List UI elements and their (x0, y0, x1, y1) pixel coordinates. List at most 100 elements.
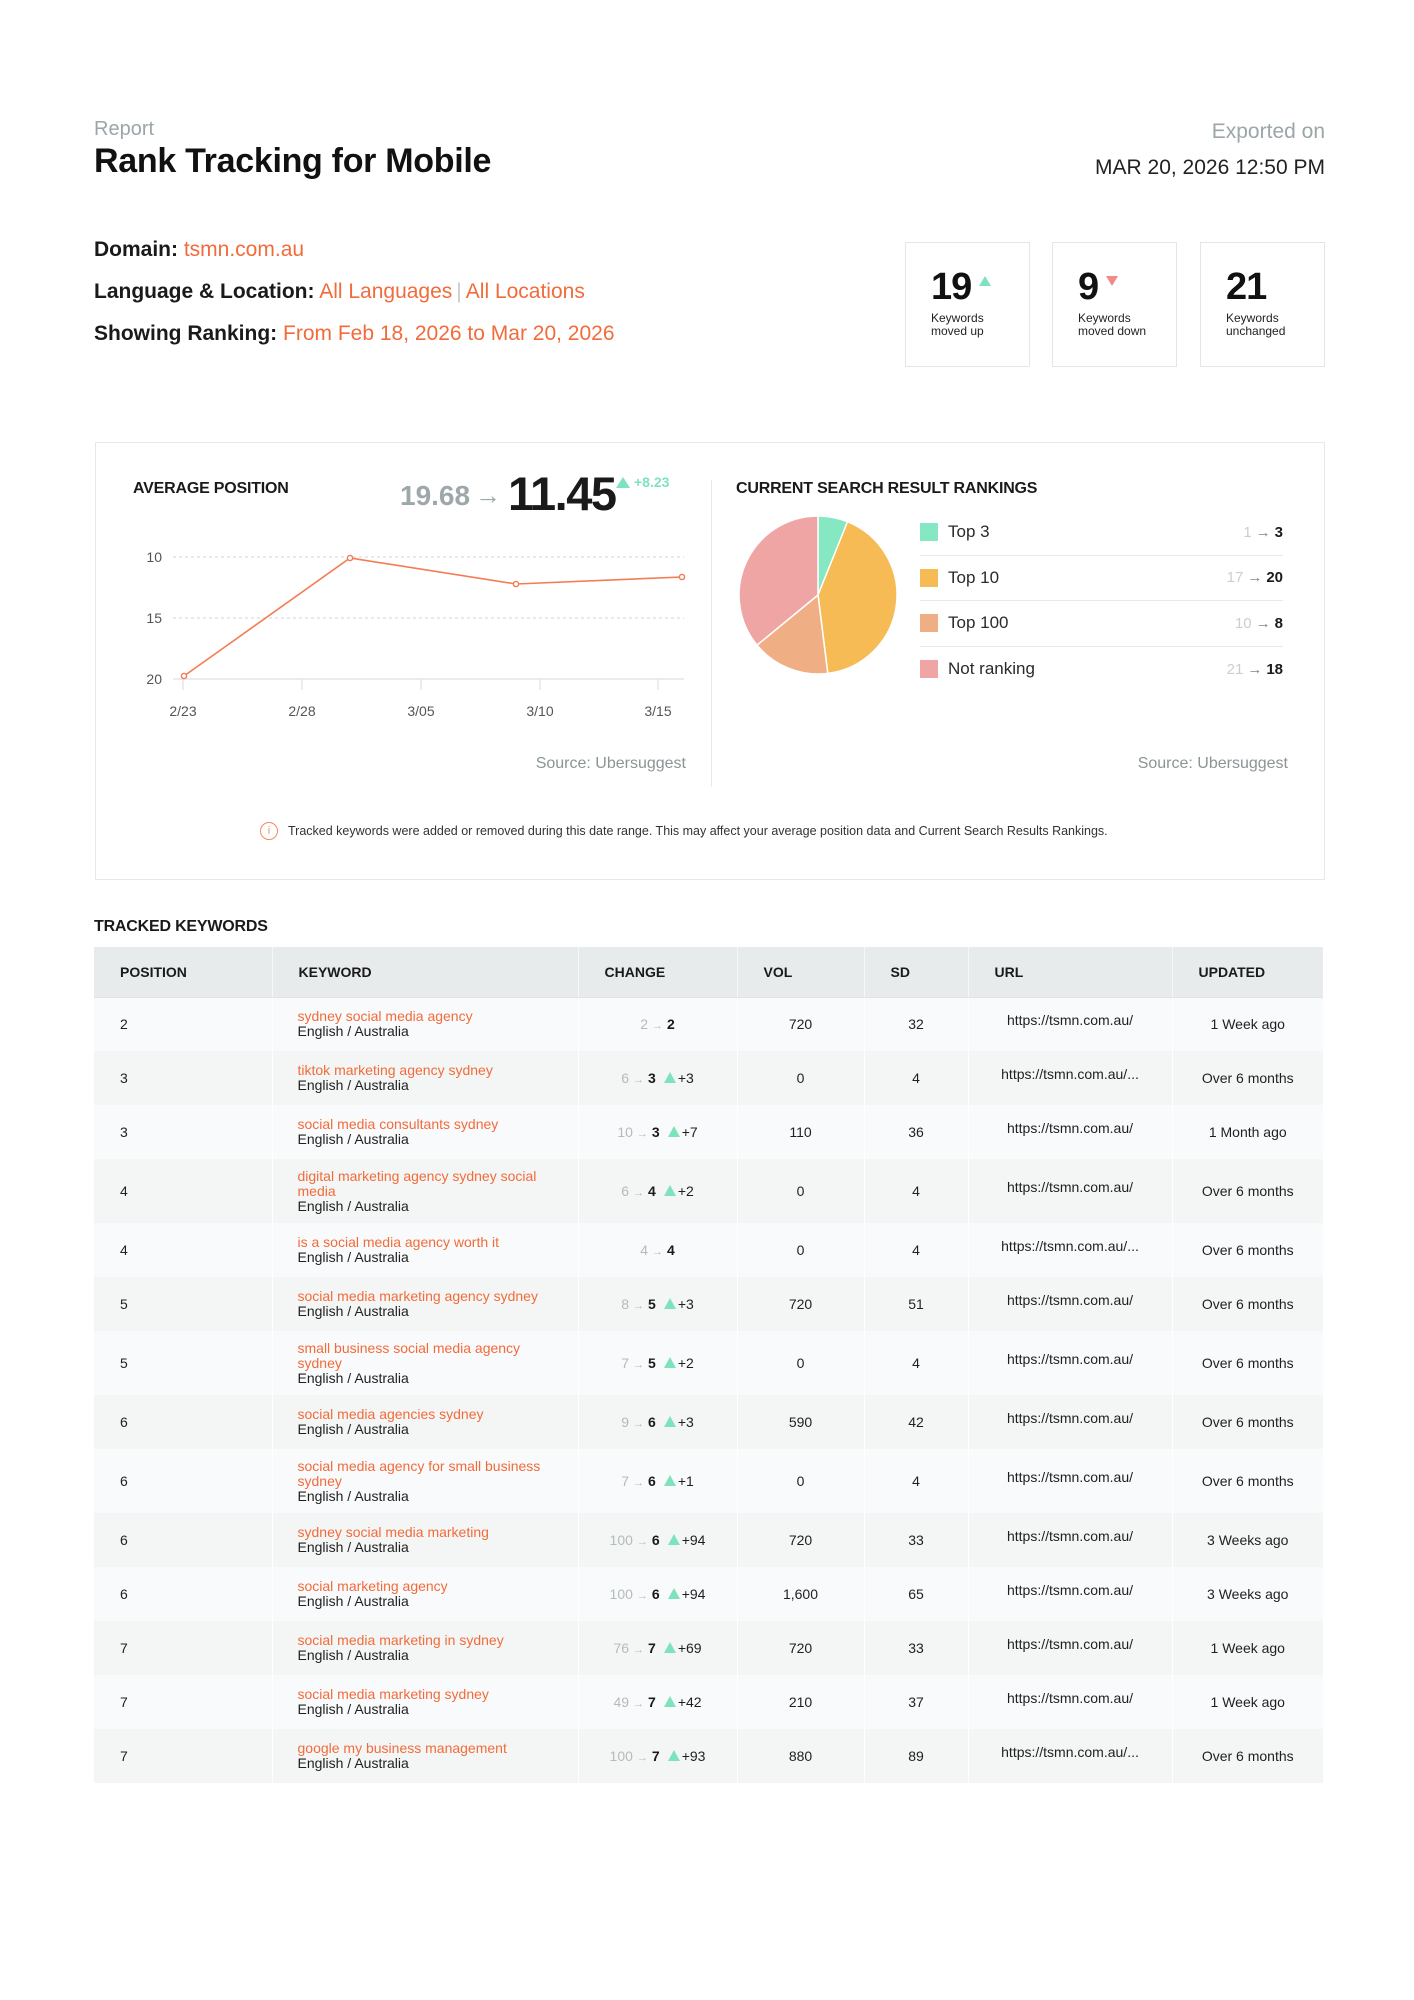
lang-loc-label: Language & Location: (94, 280, 315, 303)
cell-url[interactable]: https://tsmn.com.au/ (968, 1513, 1173, 1567)
cell-position: 7 (94, 1675, 273, 1729)
cell-vol: 0 (737, 1449, 865, 1513)
keyword-link[interactable]: small business social media agency sydne… (297, 1339, 521, 1371)
keyword-link[interactable]: social media marketing agency sydney (297, 1288, 538, 1304)
cell-position: 5 (94, 1277, 273, 1331)
rankings-legend: Top 3 1 → 3 Top 10 17 → 20 Top 100 10 → 8 Not … (920, 510, 1283, 692)
tracking-notice: i Tracked keywords were added or removed… (260, 822, 1108, 840)
data-point[interactable] (346, 554, 354, 562)
cell-keyword: is a social media agency worth it Englis… (272, 1223, 579, 1277)
triangle-up-icon (667, 1750, 680, 1761)
cell-url[interactable]: https://tsmn.com.au/... (968, 1729, 1173, 1783)
charts-divider (711, 480, 712, 787)
cell-url[interactable]: https://tsmn.com.au/... (968, 1051, 1173, 1105)
cell-keyword: social marketing agency English / Austra… (272, 1567, 579, 1621)
cell-keyword: social media agency for small business s… (272, 1449, 579, 1513)
cell-url[interactable]: https://tsmn.com.au/ (968, 1675, 1173, 1729)
cell-position: 6 (94, 1513, 273, 1567)
cell-position: 7 (94, 1729, 273, 1783)
cell-url[interactable]: https://tsmn.com.au/ (968, 1567, 1173, 1621)
keyword-link[interactable]: social media marketing in sydney (297, 1632, 504, 1648)
cell-keyword: small business social media agency sydne… (272, 1331, 579, 1395)
keyword-link[interactable]: sydney social media marketing (297, 1524, 489, 1540)
table-row: 3 tiktok marketing agency sydney English… (94, 1051, 1323, 1105)
keyword-location: English / Australia (297, 1131, 409, 1147)
col-header-url[interactable]: URL (968, 947, 1173, 998)
col-header-updated[interactable]: UPDATED (1172, 947, 1323, 998)
cell-position: 2 (94, 997, 273, 1051)
col-header-position[interactable]: POSITION (94, 947, 273, 998)
domain-value[interactable]: tsmn.com.au (183, 238, 305, 261)
keyword-link[interactable]: social media agencies sydney (297, 1406, 484, 1422)
data-point[interactable] (678, 573, 686, 581)
range-value[interactable]: From Feb 18, 2026 to Mar 20, 2026 (283, 322, 615, 345)
cell-url[interactable]: https://tsmn.com.au/ (968, 1105, 1173, 1159)
meta-domain: Domain: tsmn.com.au (94, 238, 304, 262)
cell-position: 3 (94, 1105, 273, 1159)
x-tick-label: 3/15 (644, 703, 671, 719)
keyword-link[interactable]: social media marketing sydney (297, 1686, 489, 1702)
cell-vol: 0 (737, 1223, 865, 1277)
keyword-location: English / Australia (297, 1593, 409, 1609)
cell-url[interactable]: https://tsmn.com.au/... (968, 1223, 1173, 1277)
pie-slice-top10[interactable] (817, 520, 898, 675)
cell-vol: 1,600 (737, 1567, 865, 1621)
language-value[interactable]: All Languages (319, 280, 453, 303)
col-header-vol[interactable]: VOL (737, 947, 865, 998)
cell-url[interactable]: https://tsmn.com.au/ (968, 1395, 1173, 1449)
source-label: Source: Ubersuggest (535, 755, 686, 772)
legend-item-not-ranking[interactable]: Not ranking 21 → 18 (920, 647, 1283, 693)
legend-values: 10 → 8 (1235, 615, 1283, 632)
cell-url[interactable]: https://tsmn.com.au/ (968, 1621, 1173, 1675)
arrow-right-icon: → (633, 1477, 645, 1489)
col-header-keyword[interactable]: KEYWORD (272, 947, 579, 998)
cell-url[interactable]: https://tsmn.com.au/ (968, 1331, 1173, 1395)
arrow-right-icon: → (636, 1590, 648, 1602)
cell-updated: Over 6 months (1172, 1223, 1323, 1277)
arrow-right-icon: → (1247, 569, 1263, 587)
triangle-up-icon (663, 1072, 676, 1083)
keyword-link[interactable]: tiktok marketing agency sydney (297, 1062, 493, 1078)
cell-vol: 590 (737, 1395, 865, 1449)
pie-slice-top100[interactable] (755, 593, 829, 675)
data-point[interactable] (512, 580, 520, 588)
change-delta: +94 (681, 1532, 706, 1548)
pie-slice-not-ranking[interactable] (738, 515, 819, 647)
legend-item-top3[interactable]: Top 3 1 → 3 (920, 510, 1283, 556)
exported-date: MAR 20, 2026 12:50 PM (1095, 156, 1325, 179)
change-delta: +3 (677, 1296, 694, 1312)
change-to: 6 (651, 1586, 660, 1602)
change-to: 4 (667, 1242, 675, 1258)
col-header-sd[interactable]: SD (864, 947, 969, 998)
change-to: 7 (648, 1694, 656, 1710)
keyword-link[interactable]: is a social media agency worth it (297, 1234, 500, 1250)
delta-value: +8.23 (634, 474, 670, 490)
cell-url[interactable]: https://tsmn.com.au/ (968, 1159, 1173, 1223)
keyword-link[interactable]: social marketing agency (297, 1578, 448, 1594)
legend-label: Top 10 (948, 567, 1000, 587)
cell-url[interactable]: https://tsmn.com.au/ (968, 997, 1173, 1051)
cell-url[interactable]: https://tsmn.com.au/ (968, 1449, 1173, 1513)
cell-change: 100 → 7 +93 (578, 1729, 738, 1783)
cell-url[interactable]: https://tsmn.com.au/ (968, 1277, 1173, 1331)
keyword-link[interactable]: google my business management (297, 1740, 507, 1756)
arrow-right-icon: → (475, 480, 501, 510)
table-row: 4 digital marketing agency sydney social… (94, 1159, 1323, 1223)
legend-item-top10[interactable]: Top 10 17 → 20 (920, 556, 1283, 601)
cell-updated: Over 6 months (1172, 1051, 1323, 1105)
col-header-change[interactable]: CHANGE (578, 947, 738, 998)
keyword-link[interactable]: digital marketing agency sydney social m… (297, 1167, 537, 1199)
legend-swatch (920, 523, 938, 542)
value-to: 3 (1274, 523, 1283, 541)
x-tick-label: 2/23 (169, 703, 196, 719)
cell-updated: Over 6 months (1172, 1331, 1323, 1395)
legend-item-top100[interactable]: Top 100 10 → 8 (920, 601, 1283, 647)
data-point[interactable] (180, 672, 188, 680)
keyword-link[interactable]: social media agency for small business s… (297, 1457, 541, 1489)
keyword-link[interactable]: social media consultants sydney (297, 1116, 499, 1132)
table-row: 5 social media marketing agency sydney E… (94, 1277, 1323, 1331)
keyword-link[interactable]: sydney social media agency (297, 1008, 473, 1025)
y-tick-label: 20 (146, 671, 162, 687)
location-value[interactable]: All Locations (465, 280, 585, 303)
legend-values: 1 → 3 (1243, 524, 1283, 541)
